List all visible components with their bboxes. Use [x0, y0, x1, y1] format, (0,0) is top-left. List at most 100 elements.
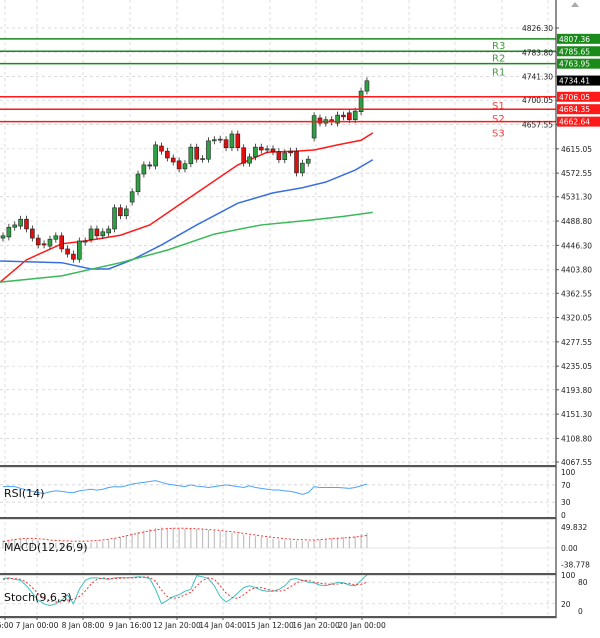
candle-body [123, 208, 129, 217]
candle-body [176, 160, 182, 170]
candle-body [47, 238, 53, 247]
macd-tick-label: -38.778 [561, 560, 590, 569]
price-tick-label: 4741.30 [522, 73, 553, 82]
time-label: 8 Jan 08:00 [62, 621, 105, 630]
stoch-label: Stoch(9,6,3) [4, 591, 72, 604]
price-tick-label: 4572.55 [561, 169, 592, 178]
candle-body [165, 150, 170, 159]
moving-averages [0, 132, 374, 283]
candle-body [141, 164, 147, 175]
candle-body [364, 80, 370, 92]
candle-body [194, 146, 200, 160]
candle-body [317, 117, 323, 124]
panel-separator [0, 573, 556, 576]
candle-body [200, 158, 205, 160]
candle-body [182, 163, 188, 170]
price-tick-label: 4362.55 [561, 289, 592, 298]
current-price-label: 4734.41 [559, 77, 590, 86]
time-label: 20 Jan 00:00 [338, 621, 386, 630]
candle-body [147, 164, 153, 167]
time-label: 9 Jan 16:00 [109, 621, 152, 630]
time-label: 7 Jan 00:00 [16, 621, 59, 630]
candle-body [258, 146, 264, 151]
price-tick-label: 4826.30 [522, 24, 553, 33]
stoch-tick-label: 100 [561, 571, 576, 580]
level-name-r2: R2 [492, 53, 505, 64]
price-tick-label: 4067.55 [561, 458, 592, 467]
candle-body [358, 90, 364, 112]
time-label: 15 Jan 12:00 [246, 621, 294, 630]
candle-body [341, 114, 346, 118]
candle-body [241, 147, 246, 164]
moving-average-line [0, 132, 374, 283]
level-price-label: 4807.36 [559, 35, 590, 44]
panel-separator [0, 616, 556, 619]
rsi-label: RSI(14) [4, 487, 44, 500]
level-price-label: 4706.05 [559, 93, 590, 102]
candle-body [294, 150, 299, 174]
level-price-label: 4662.64 [559, 118, 590, 127]
candle-body [65, 248, 70, 255]
rsi-tick-label: 0 [561, 511, 566, 520]
candle-body [129, 191, 135, 203]
level-name-s3: S3 [492, 129, 505, 140]
candle-body [217, 138, 223, 141]
price-tick-label: 4403.80 [561, 266, 592, 275]
candle-body [247, 156, 252, 164]
stoch-tick-label: 20 [561, 600, 571, 609]
candle-body [77, 240, 82, 260]
chart-shift-icon[interactable] [571, 2, 579, 7]
price-tick-label: 4151.30 [561, 410, 592, 419]
candle-body [100, 231, 106, 237]
level-price-box [557, 46, 600, 57]
rsi-tick-label: 100 [561, 468, 576, 477]
candle-body [170, 157, 176, 163]
level-price-box [557, 91, 600, 102]
candle-body [118, 207, 123, 217]
candle-body [0, 235, 6, 239]
candle-body [159, 145, 164, 152]
level-name-r1: R1 [492, 68, 505, 79]
price-tick-label: 4657.55 [522, 121, 553, 130]
candle-body [300, 162, 305, 174]
level-price-box [557, 104, 600, 115]
price-tick-label: 4320.05 [561, 314, 592, 323]
candle-body [112, 207, 117, 230]
current-price-box [557, 75, 600, 86]
candle-body [206, 140, 211, 160]
level-price-box [557, 58, 600, 69]
macd-panel: 49.832 0.00 -38.778 [2, 523, 590, 569]
rsi-panel: 100 70 30 0 [2, 468, 576, 520]
panel-separator [0, 465, 556, 468]
stoch-k-line [2, 574, 368, 607]
candle-body [347, 112, 352, 120]
level-price-box [557, 33, 600, 44]
time-label: 6:00 [0, 621, 14, 630]
price-tick-label: 4700.05 [522, 96, 553, 105]
candle-body [188, 146, 194, 165]
candle-body [6, 226, 12, 238]
candle-body [235, 133, 241, 149]
stoch-tick-label: 0 [578, 607, 583, 616]
price-tick-label: 4193.80 [561, 386, 592, 395]
rsi-tick-label: 30 [561, 498, 571, 507]
time-label: 12 Jan 20:00 [153, 621, 201, 630]
candle-body [30, 228, 35, 239]
candle-body [106, 228, 111, 234]
candle-body [223, 139, 229, 149]
candle-body [276, 151, 282, 161]
level-price-label: 4785.65 [559, 47, 590, 56]
level-name-s1: S1 [492, 101, 505, 112]
candle-body [229, 133, 235, 149]
level-price-label: 4763.95 [559, 60, 590, 69]
candle-body [335, 114, 340, 124]
price-tick-label: 4531.30 [561, 193, 592, 202]
candle-body [59, 235, 65, 250]
level-name-r3: R3 [492, 41, 505, 52]
candle-body [18, 218, 23, 227]
